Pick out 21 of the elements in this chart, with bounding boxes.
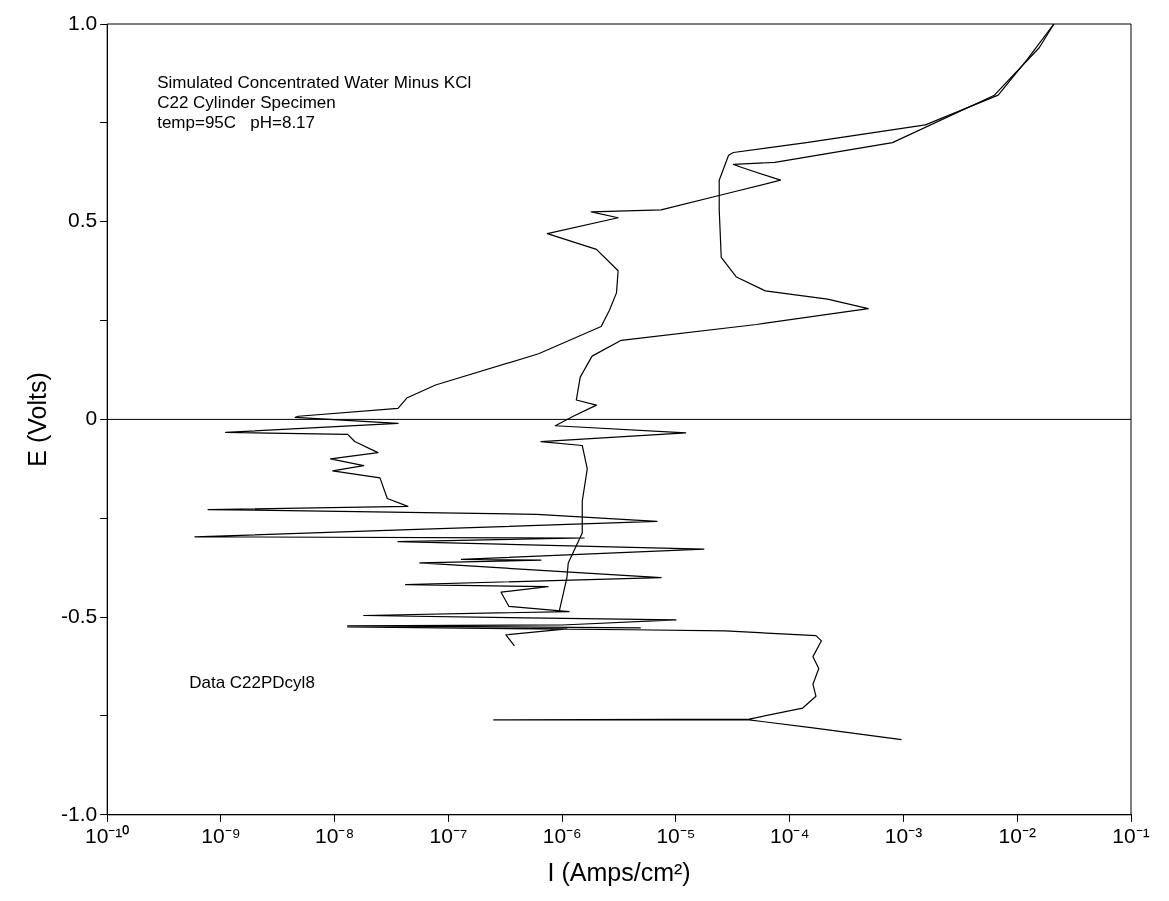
x-tick-label: 10⁻⁹ [201,824,241,848]
x-tick-label: 10⁻¹ [1112,824,1150,848]
x-tick-label: 10⁻² [998,824,1036,848]
x-tick-label: 10⁻⁶ [542,824,582,848]
y-tick-label: 0 [85,406,98,430]
annotation: Simulated Concentrated Water Minus KCl [157,73,472,92]
y-tick-label: -0.5 [61,603,98,627]
annotation: C22 Cylinder Specimen [157,93,336,112]
y-tick-label: -1.0 [61,801,98,825]
y-axis-title: E (Volts) [22,372,51,467]
annotation: Data C22PDcyl8 [189,673,315,693]
x-tick-label: 10⁻⁷ [429,824,468,848]
x-tick-label: 10⁻⁴ [770,824,810,848]
y-tick-label: 1.0 [67,10,98,34]
x-axis-title: I (Amps/cm²) [547,857,691,886]
x-tick-label: 10⁻⁸ [315,824,355,848]
y-tick-label: 0.5 [67,208,98,232]
x-tick-label: 10⁻³ [884,824,923,848]
x-tick-label: 10⁻⁵ [656,824,696,848]
annotation: temp=95C pH=8.17 [157,113,316,132]
x-tick-label: 10⁻¹⁰ [85,824,130,848]
